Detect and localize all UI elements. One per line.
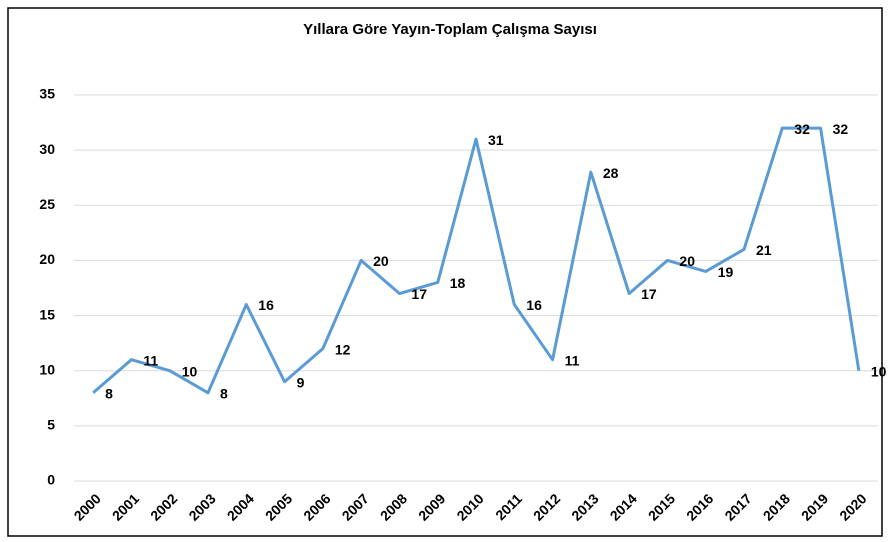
data-label: 16 (526, 297, 542, 313)
y-tick-label: 35 (39, 86, 55, 102)
data-label: 20 (679, 253, 695, 269)
y-tick-label: 30 (39, 141, 55, 157)
y-tick-label: 15 (39, 306, 55, 322)
data-label: 16 (258, 297, 274, 313)
y-tick-label: 20 (39, 251, 55, 267)
data-label: 8 (220, 385, 228, 401)
y-tick-label: 0 (47, 472, 55, 488)
data-label: 9 (297, 374, 305, 390)
data-label: 20 (373, 253, 389, 269)
data-label: 32 (833, 121, 849, 137)
data-label: 8 (105, 385, 113, 401)
data-label: 28 (603, 165, 619, 181)
data-label: 32 (794, 121, 810, 137)
data-label: 11 (565, 352, 580, 368)
y-tick-label: 25 (39, 196, 55, 212)
data-label: 17 (411, 286, 427, 302)
data-label: 31 (488, 132, 504, 148)
data-label: 11 (143, 352, 158, 368)
data-label: 18 (450, 275, 466, 291)
data-label: 17 (641, 286, 657, 302)
y-tick-label: 5 (47, 417, 55, 433)
data-label: 12 (335, 341, 351, 357)
data-line (92, 126, 861, 395)
data-label: 21 (756, 242, 772, 258)
data-label: 10 (182, 363, 198, 379)
data-label: 19 (718, 264, 734, 280)
chart-frame (7, 7, 883, 537)
chart-title: Yıllara Göre Yayın-Toplam Çalışma Sayısı (303, 21, 597, 38)
y-tick-label: 10 (39, 361, 55, 377)
data-label: 10 (871, 363, 887, 379)
